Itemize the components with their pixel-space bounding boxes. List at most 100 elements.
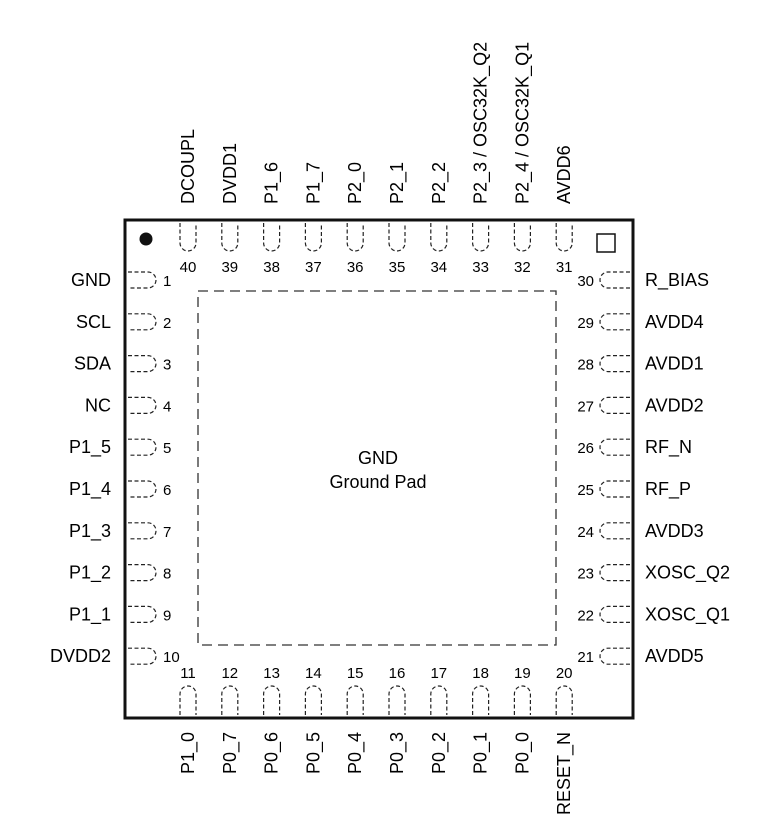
pin-pad-bottom [179, 685, 197, 715]
pin-name: P1_3 [69, 521, 111, 542]
pin-pad-left [128, 271, 157, 289]
pin-number: 31 [556, 259, 573, 276]
pin-pad-top [513, 223, 531, 252]
pin-name: RESET_N [554, 732, 575, 815]
pin-number: 37 [305, 259, 322, 276]
pin-name: P0_7 [220, 732, 241, 774]
pin-number: 29 [577, 315, 594, 332]
pin-name: P0_6 [262, 732, 283, 774]
package-body [123, 218, 635, 720]
pin1-marker-dot [139, 232, 153, 246]
pin-number: 20 [556, 665, 573, 682]
pin-number: 27 [577, 398, 594, 415]
pin-name: P2_4 / OSC32K_Q1 [512, 42, 533, 204]
pin-name: P2_2 [429, 162, 450, 204]
pin-pad-top [430, 223, 448, 252]
pin-name: P0_2 [429, 732, 450, 774]
pin-number: 24 [577, 524, 594, 541]
pin-pad-left [128, 647, 157, 665]
pin-pad-left [128, 396, 157, 414]
pin-number: 1 [163, 273, 171, 290]
pin-name: AVDD6 [554, 145, 574, 204]
pin-name: DVDD1 [220, 143, 240, 204]
pin-number: 38 [263, 259, 280, 276]
pin-number: 16 [389, 665, 406, 682]
pin-number: 34 [430, 259, 447, 276]
pin-name: P1_2 [69, 563, 111, 584]
pin-pad-bottom [346, 685, 364, 715]
pin-pad-top [346, 223, 364, 252]
pin-number: 6 [163, 482, 171, 499]
pin-pad-right [599, 564, 630, 582]
pin-pad-left [128, 564, 157, 582]
pin-name: P0_4 [345, 732, 366, 774]
pin-number: 17 [430, 665, 447, 682]
pin-number: 35 [389, 259, 406, 276]
pin-name: P1_1 [69, 604, 111, 625]
pin-pad-right [599, 438, 630, 456]
pin-name: P1_5 [69, 437, 111, 458]
pin-pad-left [128, 480, 157, 498]
pin-name: P0_1 [471, 732, 492, 774]
pin-name: DVDD2 [50, 646, 111, 666]
pin-number: 32 [514, 259, 531, 276]
pin-pad-right [599, 480, 630, 498]
ground-pad-label: GND [358, 448, 398, 468]
pin-name: P1_0 [178, 732, 199, 774]
pin-number: 14 [305, 665, 322, 682]
pin-name: P1_7 [303, 162, 324, 204]
pin-pad-bottom [472, 685, 490, 715]
pin-name: XOSC_Q1 [645, 604, 730, 625]
pin-name: P0_0 [512, 732, 533, 774]
pin-pad-right [599, 355, 630, 373]
pin-pad-left [128, 355, 157, 373]
pin-name: DCOUPL [178, 129, 198, 204]
pin-number: 25 [577, 482, 594, 499]
pin-number: 30 [577, 273, 594, 290]
pin-name: AVDD5 [645, 646, 704, 666]
pin-number: 13 [263, 665, 280, 682]
orientation-square [596, 233, 616, 253]
pin-pad-right [599, 396, 630, 414]
pin-pad-bottom [388, 685, 406, 715]
pin-pad-bottom [304, 685, 322, 715]
pin-name: P2_1 [387, 162, 408, 204]
pin-pad-top [555, 223, 573, 252]
pin-name: RF_P [645, 479, 691, 500]
pin-number: 26 [577, 440, 594, 457]
pin-number: 9 [163, 607, 171, 624]
pin-number: 40 [180, 259, 197, 276]
pin-pad-left [128, 438, 157, 456]
ground-pad-sublabel: Ground Pad [329, 472, 426, 492]
pin-name: P2_3 / OSC32K_Q2 [471, 42, 492, 204]
pin-name: AVDD4 [645, 312, 704, 332]
pin-pad-bottom [263, 685, 281, 715]
pin-name: R_BIAS [645, 270, 709, 291]
pin-name: P0_5 [303, 732, 324, 774]
pin-name: SDA [74, 354, 111, 374]
pin-pad-bottom [430, 685, 448, 715]
ground-pad-outline [197, 290, 557, 646]
pin-name: P1_4 [69, 479, 111, 500]
pin-number: 3 [163, 357, 171, 374]
pin-number: 28 [577, 357, 594, 374]
pin-number: 39 [221, 259, 238, 276]
pin-pad-right [599, 605, 630, 623]
pin-number: 36 [347, 259, 364, 276]
pin-name: XOSC_Q2 [645, 563, 730, 584]
pins-group: 1 GND 2 SCL 3 SDA 4 NC 5 P1_5 6 P1_4 7 P1_3 8 P1_2 9 P1_1… [50, 42, 730, 815]
pin-name: GND [71, 270, 111, 290]
pin-number: 4 [163, 398, 171, 415]
pin-name: NC [85, 395, 111, 415]
pin-pad-top [472, 223, 490, 252]
pin-name: SCL [76, 312, 111, 332]
pin-name: AVDD1 [645, 354, 704, 374]
pin-pad-left [128, 522, 157, 540]
pin-number: 7 [163, 524, 171, 541]
pin-pad-top [263, 223, 281, 252]
pin-pad-bottom [221, 685, 239, 715]
pin-name: P2_0 [345, 162, 366, 204]
pin-name: AVDD2 [645, 395, 704, 415]
pin-pad-bottom [555, 685, 573, 715]
